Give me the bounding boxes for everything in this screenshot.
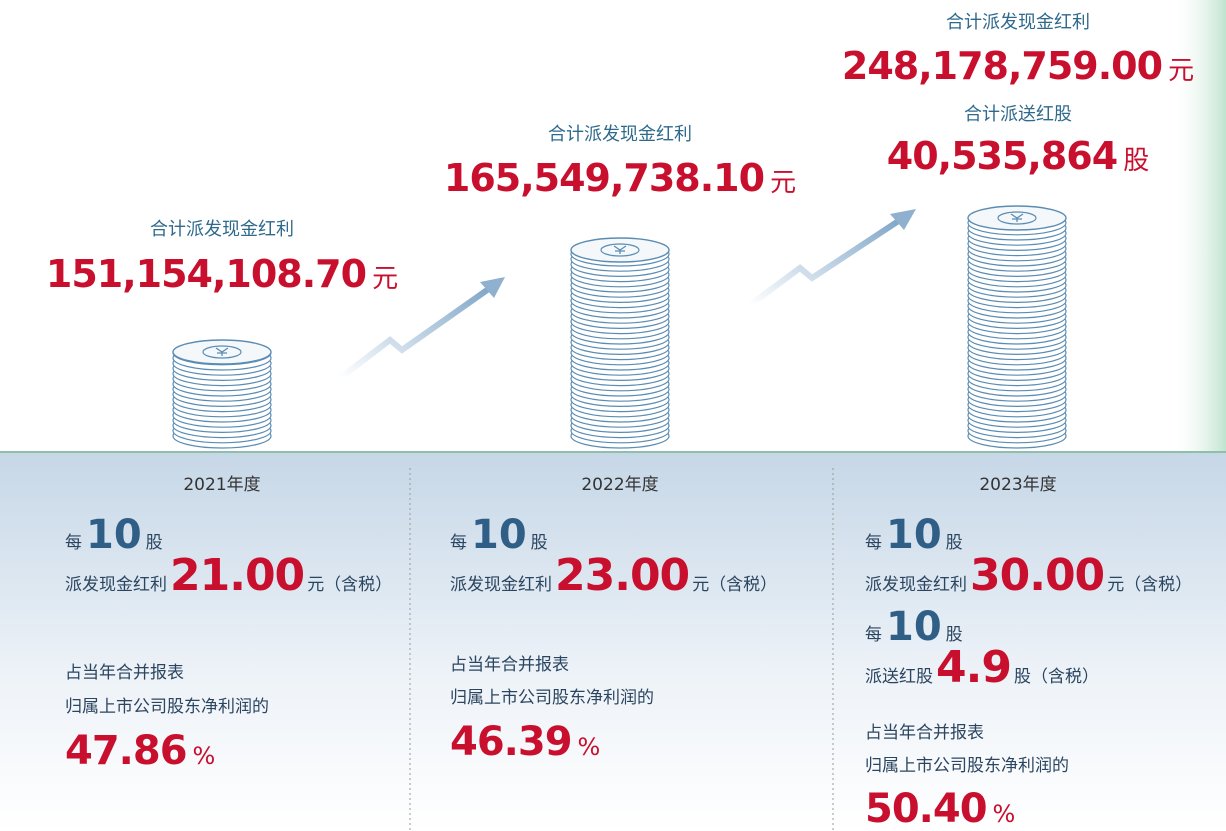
ratio: 47.86% — [65, 728, 215, 774]
text: 每 — [865, 533, 882, 553]
ratio: 50.40% — [865, 786, 1015, 831]
number: 21.00 — [170, 550, 305, 601]
panel — [0, 452, 1226, 831]
coin-inner — [202, 345, 242, 359]
yen-sign — [613, 245, 627, 254]
unit: 元 — [1168, 56, 1195, 86]
number: 46.39 — [450, 719, 573, 765]
text: 元（含税） — [307, 575, 393, 595]
text: 股 — [145, 533, 163, 553]
arrow-head — [890, 209, 916, 230]
text: 股 — [945, 533, 963, 553]
amount: 151,154,108.70 — [45, 252, 367, 296]
per-row: 每 10 股 — [450, 512, 548, 558]
edge-glow — [1170, 0, 1226, 452]
unit: % — [992, 800, 1016, 828]
unit: 股 — [1123, 146, 1150, 176]
unit: 元 — [770, 168, 797, 198]
text: 每 — [865, 625, 882, 645]
number: 10 — [886, 604, 942, 650]
text: 派发现金红利 — [65, 575, 167, 595]
text: 元（含税） — [1107, 575, 1193, 595]
per-row: 每 10 股 — [65, 512, 163, 558]
amount: 165,549,738.10 — [443, 156, 765, 200]
text: 每 — [450, 533, 467, 553]
number: 10 — [471, 512, 527, 558]
ratio-label: 占当年合并报表 — [865, 723, 984, 743]
number: 30.00 — [970, 550, 1105, 601]
unit: % — [192, 742, 216, 770]
ratio-label: 占当年合并报表 — [450, 655, 569, 675]
year: 2022年度 — [581, 475, 659, 495]
text: 派发现金红利 — [450, 575, 552, 595]
text: 元（含税） — [692, 575, 778, 595]
unit: 元 — [372, 264, 399, 294]
bonus-row: 派送红股 4.9 股（含税） — [865, 642, 1099, 693]
ratio-label: 归属上市公司股东净利润的 — [65, 697, 269, 717]
total: 248,178,759.00 元 — [842, 44, 1194, 88]
text: 派送红股 — [865, 667, 933, 687]
number: 50.40 — [865, 786, 988, 831]
arrow-head — [480, 277, 505, 298]
total-label: 合计派发现金红利 — [946, 12, 1090, 33]
cash-row: 派发现金红利 23.00 元（含税） — [450, 550, 777, 601]
number: 10 — [886, 512, 942, 558]
coin-inner — [600, 243, 640, 257]
total: 165,549,738.10 元 — [444, 156, 796, 200]
year: 2023年度 — [979, 475, 1057, 495]
ratio-label: 归属上市公司股东净利润的 — [450, 688, 654, 708]
text: 每 — [65, 533, 82, 553]
total: 151,154,108.70 元 — [46, 252, 398, 296]
text: 派发现金红利 — [865, 575, 967, 595]
bonus-per-row: 每 10 股 — [865, 604, 963, 650]
year: 2021年度 — [183, 475, 261, 495]
coin-inner — [997, 211, 1037, 225]
cash-row: 派发现金红利 21.00 元（含税） — [65, 550, 392, 601]
share-label: 合计派送红股 — [964, 104, 1072, 125]
text: 股（含税） — [1013, 667, 1099, 687]
ratio-label: 归属上市公司股东净利润的 — [865, 756, 1069, 776]
number: 4.9 — [936, 642, 1012, 693]
yen-sign — [215, 347, 229, 356]
number: 10 — [86, 512, 142, 558]
total-label: 合计派发现金红利 — [548, 124, 692, 145]
amount: 248,178,759.00 — [841, 44, 1163, 88]
text: 股 — [530, 533, 548, 553]
total-label: 合计派发现金红利 — [150, 219, 294, 240]
ratio: 46.39% — [450, 719, 600, 765]
text: 股 — [945, 625, 963, 645]
amount: 40,535,864 — [886, 134, 1118, 178]
number: 23.00 — [555, 550, 690, 601]
unit: % — [577, 733, 601, 761]
arrow — [338, 285, 492, 381]
ratio-label: 占当年合并报表 — [65, 663, 184, 683]
per-row: 每 10 股 — [865, 512, 963, 558]
number: 47.86 — [65, 728, 188, 774]
cash-row: 派发现金红利 30.00 元（含税） — [865, 550, 1192, 601]
yen-sign — [1010, 213, 1024, 222]
shares: 40,535,864 股 — [887, 134, 1149, 178]
arrow — [748, 217, 902, 308]
